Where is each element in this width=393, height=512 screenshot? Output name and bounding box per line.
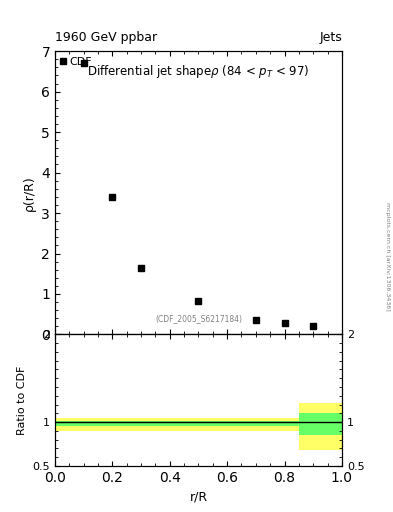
Legend: CDF: CDF — [58, 55, 94, 69]
CDF — [139, 265, 143, 271]
CDF — [282, 320, 287, 326]
CDF — [196, 298, 201, 304]
Text: mcplots.cern.ch [arXiv:1306.3436]: mcplots.cern.ch [arXiv:1306.3436] — [385, 202, 389, 310]
Line: CDF: CDF — [80, 60, 317, 329]
X-axis label: r/R: r/R — [189, 490, 208, 503]
CDF — [81, 60, 86, 67]
Text: (CDF_2005_S6217184): (CDF_2005_S6217184) — [155, 314, 242, 323]
Text: Differential jet shape$\rho$ (84 < $p_T$ < 97): Differential jet shape$\rho$ (84 < $p_T$… — [87, 62, 310, 79]
Text: Jets: Jets — [319, 31, 342, 44]
Y-axis label: ρ(r/R): ρ(r/R) — [23, 175, 36, 210]
CDF — [311, 323, 316, 329]
CDF — [253, 317, 258, 324]
Y-axis label: Ratio to CDF: Ratio to CDF — [17, 366, 27, 435]
CDF — [110, 194, 115, 200]
Text: 1960 GeV ppbar: 1960 GeV ppbar — [55, 31, 157, 44]
